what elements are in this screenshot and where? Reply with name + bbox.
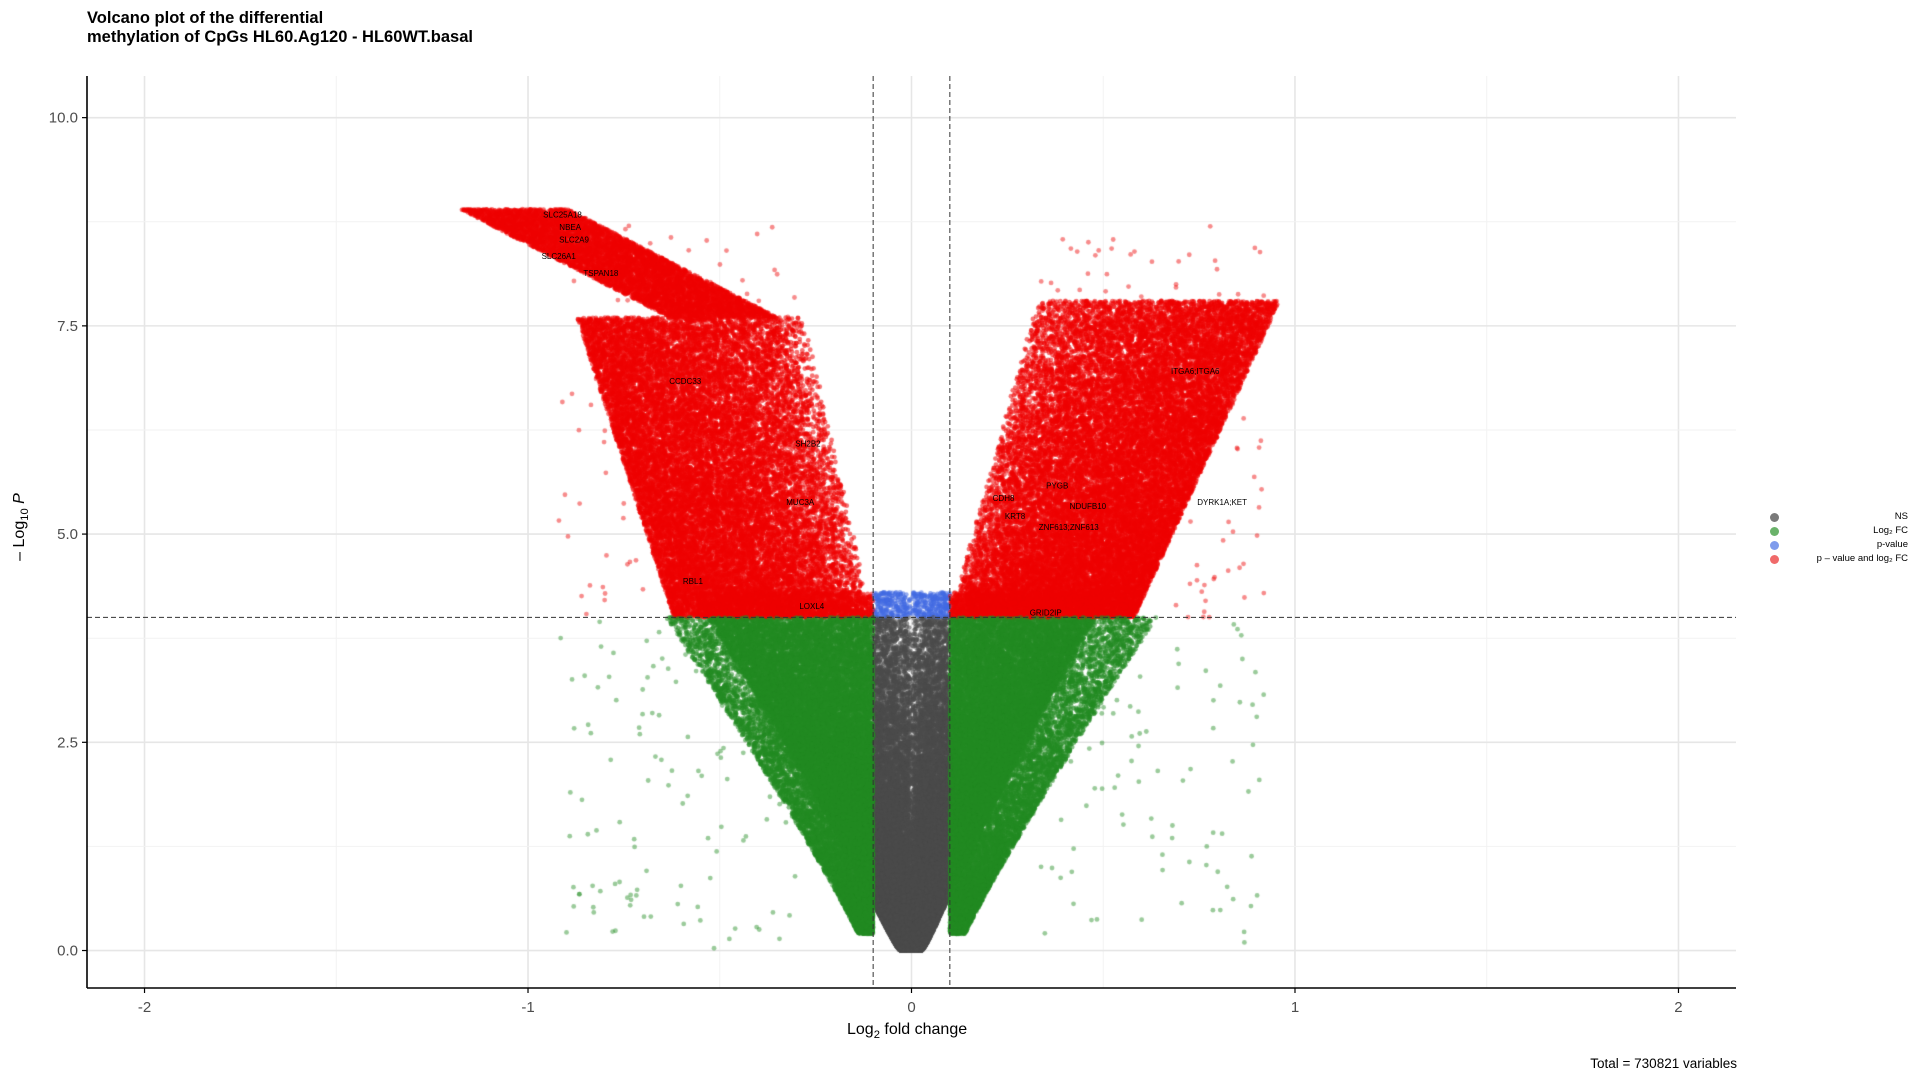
legend-item-ns: NS — [1770, 510, 1908, 524]
y-tick-label: 2.5 — [57, 734, 78, 751]
y-tick-label: 0.0 — [57, 943, 78, 960]
legend-swatch-both — [1770, 555, 1779, 564]
point-cloud — [87, 76, 1736, 988]
caption: Total = 730821 variables — [1590, 1056, 1737, 1071]
gene-label: SLC26A1 — [542, 252, 577, 261]
gene-label: LOXL4 — [799, 602, 824, 611]
y-tick-label: 5.0 — [57, 526, 78, 543]
x-axis-label: Log2 fold change — [847, 1021, 968, 1042]
gene-label: NBEA — [559, 223, 581, 232]
cutoff-lines — [87, 76, 1736, 988]
gene-label: CDH8 — [993, 494, 1015, 503]
legend-swatch-pvalue — [1770, 541, 1779, 550]
legend-item-pvalue: p-value — [1770, 538, 1908, 552]
gene-label: TSPAN18 — [583, 269, 619, 278]
gene-label: ITGA6;ITGA6 — [1171, 367, 1220, 376]
legend-item-log2fc: Log₂ FC — [1770, 524, 1908, 538]
gene-label: MUC3A — [786, 498, 815, 507]
x-tick-label: 2 — [1674, 999, 1682, 1016]
gene-label: SH2B2 — [795, 440, 821, 449]
x-tick-label: -2 — [138, 999, 151, 1016]
point-cloud-canvas — [87, 76, 1736, 988]
title-line-2: methylation of CpGs HL60.Ag120 - HL60WT.… — [87, 28, 473, 46]
x-tick-label: 0 — [907, 999, 915, 1016]
y-tick-label: 10.0 — [49, 110, 78, 127]
gene-label: CCDC33 — [669, 377, 702, 386]
y-axis-label: – Log10 P — [11, 493, 32, 561]
data-points — [87, 76, 1736, 988]
legend-item-both: p – value and log₂ FC — [1770, 552, 1908, 566]
x-tick-label: 1 — [1291, 999, 1299, 1016]
chart-title: Volcano plot of the differential methyla… — [87, 9, 473, 47]
gene-label: SLC25A18 — [543, 211, 582, 220]
legend: NS Log₂ FC p-value p – value and log₂ FC — [1770, 510, 1908, 566]
legend-swatch-log2fc — [1770, 527, 1779, 536]
axes: -2 -1 0 1 2 0.0 2.5 5.0 7.5 10.0 — [49, 76, 1736, 1016]
y-tick-label: 7.5 — [57, 318, 78, 335]
gene-label: SLC2A9 — [559, 236, 589, 245]
title-line-1: Volcano plot of the differential — [87, 9, 324, 27]
gene-label: PYGB — [1046, 481, 1068, 490]
x-tick-label: -1 — [521, 999, 534, 1016]
gene-label: KRT8 — [1005, 512, 1026, 521]
gene-label: NDUFB10 — [1070, 502, 1107, 511]
gene-labels: SLC25A18 NBEA SLC2A9 SLC26A1 TSPAN18 CCDC33 SH… — [542, 211, 1248, 618]
gene-label: DYRK1A;KET — [1197, 498, 1247, 507]
legend-swatch-ns — [1770, 513, 1779, 522]
gene-label: ZNF613;ZNF613 — [1039, 523, 1100, 532]
gene-label: GRID2IP — [1030, 609, 1062, 618]
gene-label: RBL1 — [683, 577, 704, 586]
